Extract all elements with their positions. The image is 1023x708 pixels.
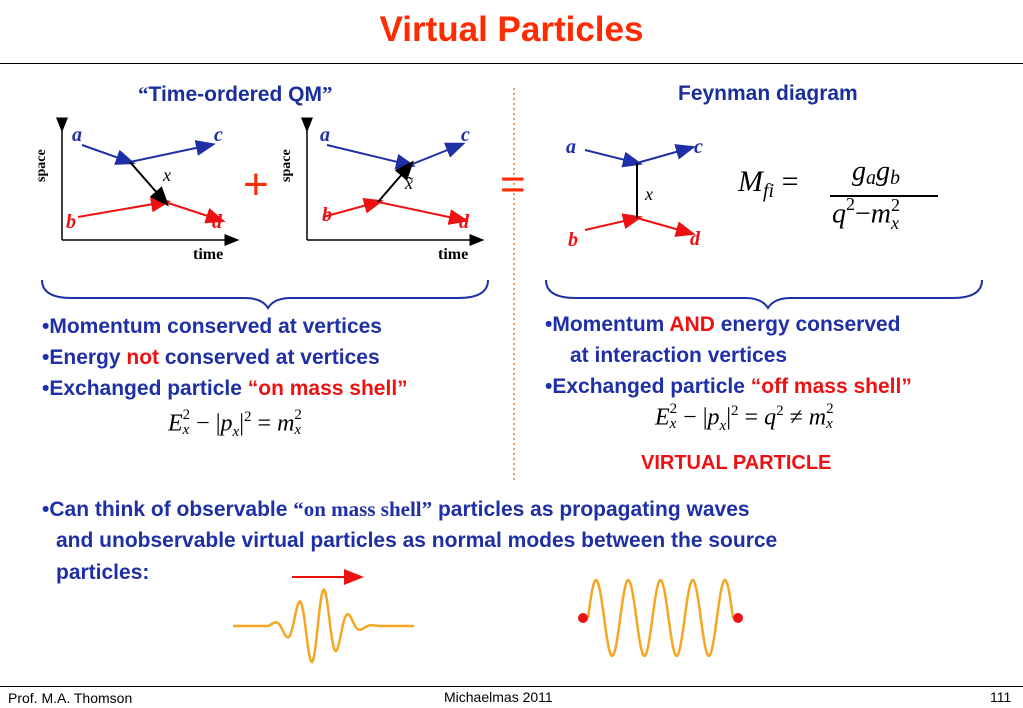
particle-c-line: [409, 142, 466, 166]
page-title: Virtual Particles: [379, 10, 644, 49]
particle-a-line: [81, 144, 136, 165]
axes: [301, 117, 485, 246]
plus-sign: +: [243, 160, 269, 209]
particle-b-line: [584, 213, 643, 231]
virtual-particle-label: VIRTUAL PARTICLE: [641, 452, 832, 474]
feynman-label-d: d: [690, 228, 700, 250]
label-a-1: a: [72, 124, 82, 146]
particle-d-line: [636, 217, 696, 237]
particle-c-line: [636, 144, 696, 164]
matrix-element-formula: Mfi =: [738, 165, 799, 202]
time-ordered-diagram-1: [56, 117, 240, 246]
left-heading: “Time-ordered QM”: [138, 82, 333, 106]
footer-author: Prof. M.A. Thomson: [8, 690, 133, 706]
equals-sign: =: [500, 160, 526, 209]
bottom-bullet-line-3: particles:: [56, 561, 150, 584]
exchange-line: [129, 161, 169, 207]
left-bullet-2: •Energy not conserved at vertices: [42, 346, 380, 369]
time-ordered-diagram-2: [301, 117, 485, 246]
label-d-1: d: [212, 211, 222, 233]
standing-wave: [586, 578, 735, 658]
label-b-2: b: [322, 204, 332, 226]
exchange-line: [377, 160, 414, 203]
matrix-element-numerator: gagb: [852, 156, 900, 189]
left-bullet-1: •Momentum conserved at vertices: [42, 315, 382, 338]
fraction-bar: [830, 195, 938, 197]
title-rule: [0, 63, 1023, 64]
footer-page: 111: [990, 689, 1012, 705]
bottom-bullet-line-1: •Can think of observable “on mass shell”…: [42, 497, 750, 521]
particle-d-line: [164, 201, 226, 224]
footer-rule: [0, 686, 1023, 687]
axes: [56, 117, 240, 246]
label-a-2: a: [320, 124, 330, 146]
label-x-tilde-2: x̃: [405, 173, 413, 193]
label-c-1: c: [214, 124, 223, 146]
feynman-label-c: c: [694, 136, 703, 158]
particle-d-line: [377, 201, 469, 225]
feynman-label-x: x: [645, 184, 653, 204]
right-brace: [545, 279, 983, 310]
feynman-label-a: a: [566, 136, 576, 158]
left-brace: [41, 279, 489, 310]
right-bullet-2: •Exchanged particle “off mass shell”: [545, 375, 912, 398]
bottom-bullet-line-2: and unobservable virtual particles as no…: [56, 529, 778, 552]
right-bullet-1-line2: at interaction vertices: [570, 344, 788, 367]
source-particle-right: [733, 613, 743, 623]
feynman-label-b: b: [568, 229, 578, 251]
right-heading: Feynman diagram: [678, 82, 858, 105]
particle-c-line: [129, 140, 216, 163]
matrix-element-denominator: q2−m 2 x: [832, 194, 901, 233]
x-axis-label-2: time: [438, 246, 469, 263]
label-d-2: d: [459, 211, 469, 233]
particle-a-line: [584, 149, 643, 168]
right-bullet-1: •Momentum AND energy conserved: [545, 313, 901, 336]
label-b-1: b: [66, 211, 76, 233]
source-particle-left: [578, 613, 588, 623]
x-axis-label-1: time: [193, 246, 224, 263]
wave-packet: [233, 587, 414, 664]
left-bullet-3: •Exchanged particle “on mass shell”: [42, 377, 408, 400]
label-x-1: x: [163, 165, 171, 185]
label-c-2: c: [461, 124, 470, 146]
feynman-diagram: [584, 144, 696, 237]
particle-b-line: [322, 197, 384, 218]
footer-term: Michaelmas 2011: [444, 689, 553, 705]
